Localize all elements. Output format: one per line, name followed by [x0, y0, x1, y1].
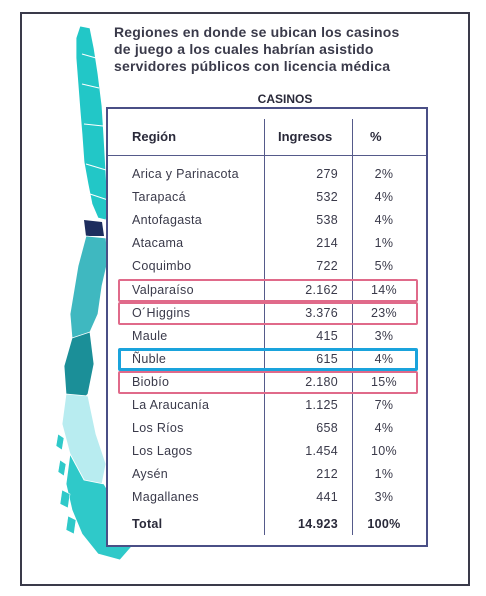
cell-percent: 4%	[374, 351, 394, 366]
header-region: Región	[132, 129, 177, 144]
map-north	[75, 25, 109, 221]
cell-region: O´Higgins	[132, 305, 191, 320]
table-row: Coquimbo 722 5%	[108, 255, 426, 278]
table-row: Los Ríos 658 4%	[108, 417, 426, 440]
table-row: Atacama 214 1%	[108, 232, 426, 255]
cell-percent: 5%	[374, 259, 394, 274]
cell-percent: 7%	[374, 398, 394, 412]
row-highlight-pink	[118, 301, 418, 325]
table-row: Magallanes 441 3%	[108, 486, 426, 509]
cell-percent: 23%	[371, 305, 397, 320]
cell-ingresos: 214	[316, 236, 338, 251]
table-row: Antofagasta 538 4%	[108, 209, 426, 232]
cell-ingresos: 279	[316, 167, 338, 181]
map-lines-north	[81, 53, 109, 201]
cell-region: Total	[132, 516, 163, 531]
cell-ingresos: 14.923	[297, 516, 338, 531]
header-divider	[108, 155, 426, 156]
cell-percent: 1%	[374, 236, 394, 251]
column-divider-1	[264, 119, 265, 535]
cell-percent: 1%	[374, 467, 394, 482]
map-center	[69, 235, 109, 345]
cell-percent: 3%	[374, 490, 394, 505]
cell-percent: 15%	[371, 374, 397, 389]
cell-percent: 10%	[371, 444, 397, 459]
cell-ingresos: 615	[316, 351, 338, 366]
cell-ingresos: 2.180	[305, 374, 338, 389]
figure-frame: Regiones en donde se ubican los casinos …	[20, 12, 470, 586]
cell-percent: 3%	[374, 328, 394, 343]
cell-percent: 4%	[374, 190, 394, 205]
table-row: La Araucanía 1.125 7%	[108, 394, 426, 417]
table-row: Arica y Parinacota 279 2%	[108, 163, 426, 186]
cell-percent: 4%	[374, 213, 394, 228]
title-line-3: servidores públicos con licencia médica	[114, 58, 391, 74]
row-highlight-blue	[118, 347, 418, 371]
cell-percent: 2%	[374, 167, 394, 181]
cell-region: Antofagasta	[132, 213, 203, 228]
map-dark-region	[84, 220, 104, 236]
cell-region: La Araucanía	[132, 398, 210, 412]
cell-region: Maule	[132, 328, 168, 343]
cell-region: Coquimbo	[132, 259, 192, 274]
cell-ingresos: 1.454	[305, 444, 338, 459]
cell-ingresos: 1.125	[305, 398, 338, 412]
cell-ingresos: 538	[316, 213, 338, 228]
cell-region: Biobío	[132, 374, 170, 389]
table-row: Biobío 2.180 15%	[108, 371, 426, 394]
cell-region: Atacama	[132, 236, 184, 251]
cell-region: Magallanes	[132, 490, 199, 505]
table-subtitle: CASINOS	[257, 92, 313, 106]
cell-percent: 14%	[371, 282, 397, 297]
row-highlight-pink	[118, 370, 418, 394]
cell-percent: 100%	[367, 516, 401, 531]
table-row: Ñuble 615 4%	[108, 348, 426, 371]
cell-ingresos: 212	[316, 467, 338, 482]
cell-region: Ñuble	[132, 351, 167, 366]
table-row: Tarapacá 532 4%	[108, 186, 426, 209]
cell-region: Aysén	[132, 467, 169, 482]
cell-region: Arica y Parinacota	[132, 167, 239, 181]
cell-ingresos: 2.162	[305, 282, 338, 297]
table-row: O´Higgins 3.376 23%	[108, 302, 426, 325]
cell-ingresos: 658	[316, 421, 338, 436]
header-percent: %	[370, 129, 382, 144]
column-divider-2	[352, 119, 353, 535]
row-highlight-pink	[118, 278, 418, 302]
cell-ingresos: 415	[316, 328, 338, 343]
cell-region: Valparaíso	[132, 282, 194, 297]
cell-ingresos: 3.376	[305, 305, 338, 320]
table-row: Aysén 212 1%	[108, 463, 426, 486]
table-row: Maule 415 3%	[108, 325, 426, 348]
table-row: Los Lagos 1.454 10%	[108, 440, 426, 463]
cell-ingresos: 722	[316, 259, 338, 274]
title-line-1: Regiones en donde se ubican los casinos	[114, 24, 400, 40]
casinos-table: Región Ingresos % Arica y Parinacota 279 2…	[106, 107, 428, 547]
cell-percent: 4%	[374, 421, 394, 436]
cell-ingresos: 441	[316, 490, 338, 505]
table-row: Valparaíso 2.162 14%	[108, 279, 426, 302]
cell-ingresos: 532	[316, 190, 338, 205]
map-islands	[55, 433, 77, 535]
table-row-total: Total 14.923 100%	[108, 513, 426, 536]
cell-region: Tarapacá	[132, 190, 186, 205]
figure-title: Regiones en donde se ubican los casinos …	[114, 24, 450, 75]
cell-region: Los Ríos	[132, 421, 184, 436]
cell-region: Los Lagos	[132, 444, 193, 459]
title-line-2: de juego a los cuales habrían asistido	[114, 41, 374, 57]
header-ingresos: Ingresos	[278, 129, 333, 144]
